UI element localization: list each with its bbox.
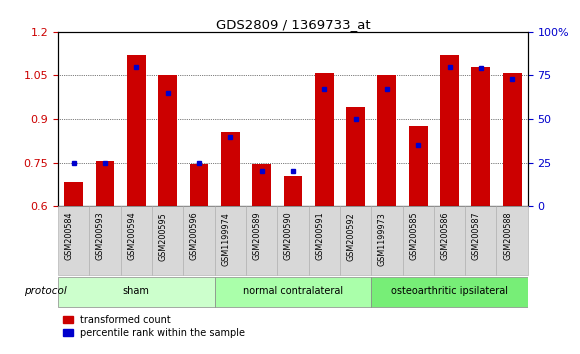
Bar [64, 182, 83, 206]
Text: GSM1199974: GSM1199974 [221, 212, 230, 266]
Bar [284, 176, 302, 206]
Bar [96, 161, 114, 206]
Text: protocol: protocol [24, 286, 66, 296]
Text: GSM200594: GSM200594 [127, 212, 136, 261]
FancyBboxPatch shape [403, 206, 434, 275]
Title: GDS2809 / 1369733_at: GDS2809 / 1369733_at [216, 18, 370, 31]
Text: osteoarthritic ipsilateral: osteoarthritic ipsilateral [391, 286, 508, 296]
FancyBboxPatch shape [496, 206, 528, 275]
Text: normal contralateral: normal contralateral [243, 286, 343, 296]
FancyBboxPatch shape [309, 206, 340, 275]
Bar [378, 75, 396, 206]
Text: GSM200589: GSM200589 [252, 212, 262, 261]
Bar [127, 55, 146, 206]
Text: GSM200592: GSM200592 [346, 212, 356, 261]
Bar [158, 75, 177, 206]
Bar [252, 164, 271, 206]
Bar [503, 73, 521, 206]
FancyBboxPatch shape [465, 206, 496, 275]
Text: GSM200587: GSM200587 [472, 212, 481, 261]
FancyBboxPatch shape [371, 206, 403, 275]
Bar [346, 108, 365, 206]
Text: GSM200585: GSM200585 [409, 212, 418, 261]
Text: GSM200588: GSM200588 [503, 212, 512, 260]
Bar [440, 55, 459, 206]
Text: sham: sham [123, 286, 150, 296]
FancyBboxPatch shape [121, 206, 152, 275]
FancyBboxPatch shape [434, 206, 465, 275]
FancyBboxPatch shape [58, 276, 215, 307]
FancyBboxPatch shape [89, 206, 121, 275]
FancyBboxPatch shape [215, 276, 371, 307]
Bar [190, 164, 208, 206]
Bar [472, 67, 490, 206]
FancyBboxPatch shape [246, 206, 277, 275]
Text: GSM200595: GSM200595 [158, 212, 168, 261]
Text: GSM200591: GSM200591 [315, 212, 324, 261]
Bar [409, 126, 427, 206]
Text: GSM200596: GSM200596 [190, 212, 199, 261]
FancyBboxPatch shape [371, 276, 528, 307]
FancyBboxPatch shape [152, 206, 183, 275]
Text: GSM200584: GSM200584 [64, 212, 74, 260]
FancyBboxPatch shape [277, 206, 309, 275]
Legend: transformed count, percentile rank within the sample: transformed count, percentile rank withi… [63, 315, 245, 338]
Text: GSM1199973: GSM1199973 [378, 212, 387, 266]
Bar [221, 132, 240, 206]
Text: GSM200590: GSM200590 [284, 212, 293, 261]
Text: GSM200586: GSM200586 [440, 212, 450, 260]
FancyBboxPatch shape [215, 206, 246, 275]
FancyBboxPatch shape [340, 206, 371, 275]
Bar [315, 73, 333, 206]
FancyBboxPatch shape [58, 206, 89, 275]
Text: GSM200593: GSM200593 [96, 212, 105, 261]
FancyBboxPatch shape [183, 206, 215, 275]
